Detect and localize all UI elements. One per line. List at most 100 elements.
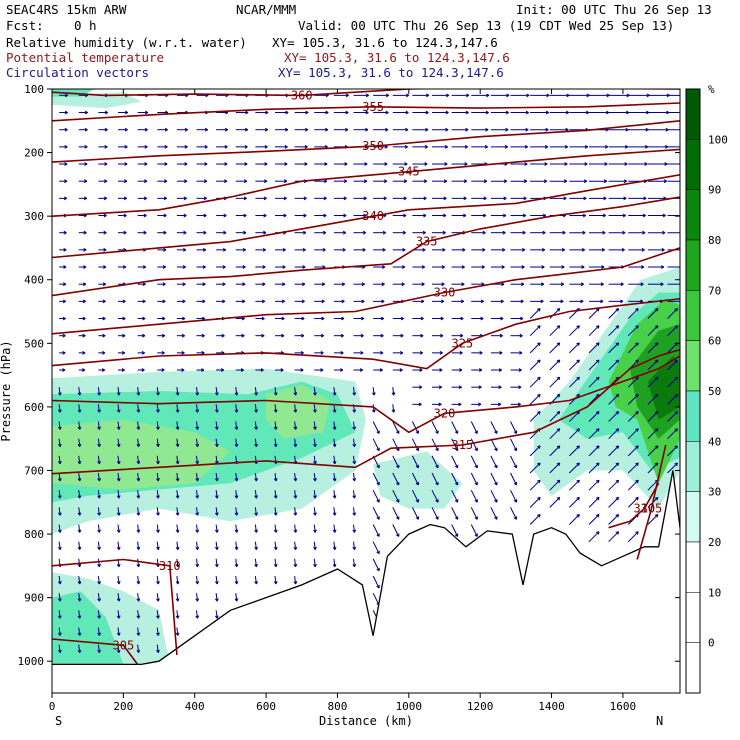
wind-vector xyxy=(255,110,269,115)
wind-vector xyxy=(451,93,470,98)
wind-vector xyxy=(510,144,528,149)
wind-vector xyxy=(569,265,585,269)
wind-vector xyxy=(588,308,600,319)
wind-vector xyxy=(137,316,146,321)
wind-vector xyxy=(195,438,200,447)
wind-vector xyxy=(216,333,225,338)
wind-vector xyxy=(235,213,247,218)
wind-vector xyxy=(471,299,484,304)
wind-vector xyxy=(313,438,317,447)
circulation-vectors xyxy=(57,93,680,653)
wind-vector xyxy=(195,558,200,568)
wind-vector xyxy=(77,610,82,619)
field-vectors-name: Circulation vectors xyxy=(6,65,149,80)
wind-vector xyxy=(157,265,166,269)
x-tick-label: 200 xyxy=(113,700,133,713)
wind-vector xyxy=(451,162,468,166)
wind-vector xyxy=(373,110,389,115)
wind-vector xyxy=(392,247,406,252)
wind-vector xyxy=(59,247,67,252)
wind-vector xyxy=(588,359,600,371)
wind-vector xyxy=(510,213,527,218)
colorbar-tick-label: 20 xyxy=(708,536,721,549)
wind-vector xyxy=(313,558,317,568)
wind-vector xyxy=(510,316,524,321)
wind-vector xyxy=(137,196,147,201)
wind-vector xyxy=(255,179,268,184)
wind-vector xyxy=(293,472,298,482)
wind-vector xyxy=(530,282,545,287)
wind-vector xyxy=(667,215,680,217)
wind-vector xyxy=(589,213,606,218)
wind-vector xyxy=(530,265,545,269)
wind-vector xyxy=(628,93,650,98)
wind-vector xyxy=(372,421,380,434)
wind-vector xyxy=(490,421,498,434)
wind-vector xyxy=(647,230,666,235)
wind-vector xyxy=(314,162,328,166)
terrain xyxy=(52,470,680,693)
wind-vector xyxy=(136,541,141,550)
wind-vector xyxy=(98,230,107,235)
wind-vector xyxy=(216,368,225,372)
wind-vector xyxy=(490,385,502,390)
wind-vector xyxy=(569,359,580,371)
wind-vector xyxy=(627,411,639,422)
wind-vector xyxy=(371,387,376,396)
wind-vector xyxy=(59,299,66,304)
wind-vector xyxy=(353,333,364,338)
wind-vector xyxy=(471,127,489,132)
wind-vector xyxy=(490,507,498,520)
wind-vector xyxy=(353,179,368,184)
wind-vector xyxy=(549,342,561,354)
wind-vector xyxy=(490,247,506,252)
wind-vector xyxy=(235,368,244,372)
wind-vector xyxy=(529,411,541,422)
wind-vector xyxy=(214,575,219,585)
wind-vector xyxy=(293,404,298,413)
wind-vector xyxy=(510,282,525,287)
wind-vector xyxy=(97,524,101,533)
valid-time: Valid: 00 UTC Thu 26 Sep 13 (19 CDT Wed … xyxy=(298,18,675,33)
wind-vector xyxy=(293,541,298,550)
wind-vector xyxy=(234,490,239,499)
wind-vector xyxy=(549,144,569,149)
wind-vector xyxy=(432,247,446,252)
wind-vector xyxy=(78,144,88,149)
wind-vector xyxy=(118,162,128,166)
wind-vector xyxy=(214,593,219,602)
wind-vector xyxy=(353,213,367,218)
wind-vector xyxy=(118,213,127,218)
wind-vector xyxy=(647,247,665,252)
wind-vector xyxy=(588,531,600,543)
wind-vector xyxy=(373,196,387,201)
colorbar-band xyxy=(685,592,701,643)
wind-vector xyxy=(136,404,141,413)
wind-vector xyxy=(529,393,541,405)
wind-vector xyxy=(176,213,187,218)
wind-vector xyxy=(314,213,327,218)
colorbar-tick-label: 80 xyxy=(708,234,721,247)
colorbar-tick-label: 50 xyxy=(708,385,721,398)
wind-vector xyxy=(392,93,410,98)
theta-contour xyxy=(52,89,680,97)
wind-vector xyxy=(569,213,586,218)
colorbar-frame xyxy=(685,88,701,694)
wind-vector xyxy=(275,110,289,115)
wind-vector xyxy=(275,333,285,338)
wind-vector xyxy=(667,180,680,182)
x-tick-label: 1200 xyxy=(467,700,494,713)
colorbar-band xyxy=(685,88,701,140)
wind-vector xyxy=(608,514,620,525)
wind-vector xyxy=(608,531,620,543)
wind-vector xyxy=(432,333,444,338)
wind-vector xyxy=(392,265,406,269)
wind-vector xyxy=(98,299,106,304)
wind-vector xyxy=(490,368,502,372)
wind-vector xyxy=(647,162,668,166)
wind-vector xyxy=(216,282,226,287)
wind-vector xyxy=(432,162,448,166)
wind-vector xyxy=(136,524,141,533)
wind-vector xyxy=(216,230,227,235)
wind-vector xyxy=(451,179,468,184)
